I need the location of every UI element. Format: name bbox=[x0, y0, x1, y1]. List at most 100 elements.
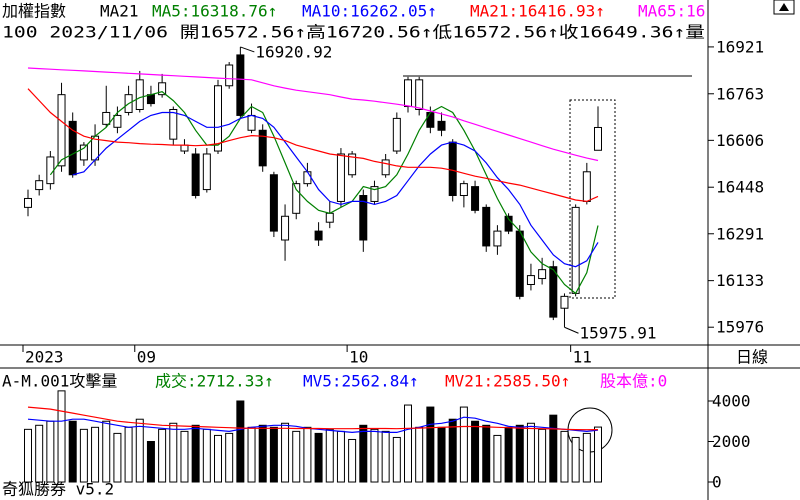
candle-body bbox=[471, 186, 480, 211]
volume-bar bbox=[482, 424, 491, 483]
legend-entry: MV21:2585.50↑ bbox=[445, 372, 570, 391]
candle-body bbox=[281, 215, 290, 241]
volume-bar bbox=[68, 420, 77, 483]
period-label: 日線 bbox=[736, 348, 768, 367]
volume-bar bbox=[124, 426, 133, 483]
volume-bar bbox=[57, 390, 66, 483]
annotation-leader bbox=[564, 326, 579, 334]
candle-body bbox=[158, 82, 167, 96]
chart-title: 加權指數 bbox=[2, 2, 66, 21]
volume-bar bbox=[24, 428, 32, 483]
y-tick-label: 0 bbox=[712, 473, 722, 492]
y-tick-label: 16291 bbox=[716, 224, 764, 243]
candle-body bbox=[571, 206, 580, 294]
ma-line bbox=[27, 406, 599, 431]
volume-bar bbox=[146, 441, 155, 483]
candle-body bbox=[314, 230, 323, 241]
x-tick-label: 09 bbox=[137, 348, 156, 367]
volume-bar bbox=[549, 414, 558, 483]
candle-body bbox=[415, 79, 424, 110]
candle-body bbox=[493, 230, 502, 247]
annotation: 16920.92 bbox=[255, 42, 332, 61]
candle-body bbox=[180, 144, 189, 152]
volume-bar bbox=[538, 428, 547, 483]
volume-bar bbox=[113, 432, 122, 483]
volume-bar bbox=[437, 426, 446, 483]
volume-bar bbox=[314, 432, 323, 483]
volume-bar bbox=[336, 430, 345, 483]
candle-body bbox=[269, 174, 278, 232]
volume-bar bbox=[560, 430, 569, 483]
candle-body bbox=[68, 120, 77, 176]
candle-body bbox=[515, 230, 524, 297]
capital-label: 股本億:0 bbox=[600, 372, 667, 391]
volume-bar bbox=[348, 438, 357, 483]
volume-bar bbox=[582, 432, 591, 483]
candle-body bbox=[448, 141, 457, 197]
info-line: 100 2023/11/06 開16572.56↑高16720.56↑低1657… bbox=[2, 23, 705, 42]
candle-body bbox=[303, 171, 312, 185]
y-tick-label: 16763 bbox=[716, 84, 764, 103]
candle-body bbox=[404, 79, 412, 108]
y-tick-label: 16606 bbox=[716, 131, 764, 150]
legend-entry: MA21:16416.93↑ bbox=[470, 2, 605, 21]
candle-body bbox=[560, 295, 569, 309]
volume-bar bbox=[471, 420, 480, 483]
volume-bar bbox=[35, 424, 44, 483]
candle-body bbox=[582, 171, 591, 202]
candle-body bbox=[236, 54, 245, 116]
volume-bar bbox=[247, 426, 256, 483]
volume-bar bbox=[180, 430, 189, 483]
ma-line bbox=[27, 67, 599, 162]
candle-body bbox=[538, 269, 547, 280]
volume-bar bbox=[415, 426, 424, 483]
candle-body bbox=[325, 212, 334, 223]
chart-subtitle: MA21 bbox=[100, 2, 139, 21]
volume-bar bbox=[281, 422, 290, 483]
y-tick-label: 15976 bbox=[716, 318, 764, 337]
legend-entry: 成交:2712.33↑ bbox=[155, 372, 274, 391]
candle-body bbox=[526, 275, 535, 285]
volume-bar bbox=[303, 426, 312, 483]
legend-entry: MV5:2562.84↑ bbox=[303, 372, 419, 391]
volume-bar bbox=[526, 422, 535, 483]
candle-body bbox=[549, 266, 558, 318]
volume-bar bbox=[135, 418, 144, 483]
volume-bar bbox=[258, 424, 267, 483]
candle-body bbox=[370, 186, 379, 202]
volume-bar bbox=[292, 430, 301, 483]
candle-body bbox=[247, 114, 256, 131]
candle-body bbox=[292, 183, 301, 214]
highlight-box bbox=[569, 99, 616, 299]
volume-bar bbox=[515, 424, 524, 483]
annotation-leader bbox=[240, 46, 255, 53]
volume-bar bbox=[102, 420, 111, 483]
y-tick-label: 16448 bbox=[716, 178, 764, 197]
y-tick-label: 16921 bbox=[716, 37, 764, 56]
candle-body bbox=[426, 111, 435, 128]
legend-entry: MA65:16 bbox=[638, 2, 705, 21]
candle-body bbox=[191, 153, 200, 197]
candle-body bbox=[348, 153, 357, 176]
volume-bar bbox=[269, 426, 278, 483]
candle-body bbox=[437, 120, 446, 131]
candle-body bbox=[79, 144, 88, 161]
candle-body bbox=[214, 85, 222, 152]
volume-bar bbox=[404, 404, 412, 483]
candle-body bbox=[336, 153, 345, 202]
legend-entry: MA5:16318.76↑ bbox=[152, 2, 277, 21]
candle-body bbox=[146, 94, 155, 105]
volume-bar bbox=[191, 424, 200, 483]
volume-bar bbox=[594, 426, 602, 483]
candle-body bbox=[24, 197, 32, 208]
x-tick-label: 10 bbox=[349, 348, 368, 367]
volume-bar bbox=[459, 406, 468, 483]
volume-bar bbox=[448, 418, 457, 483]
volume-bar bbox=[214, 434, 222, 483]
scroll-icon bbox=[779, 3, 789, 11]
volume-bar bbox=[202, 428, 211, 483]
volume-bar bbox=[46, 420, 55, 483]
candle-body bbox=[46, 156, 55, 185]
x-tick-label: 11 bbox=[573, 348, 592, 367]
